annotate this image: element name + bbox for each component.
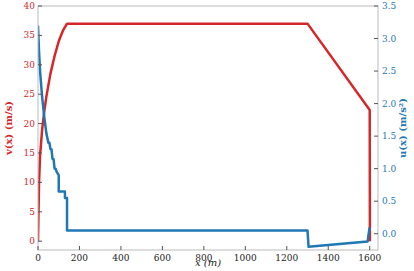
y-tick-label: 40 bbox=[24, 1, 36, 11]
x-tick-label: 1400 bbox=[317, 253, 340, 263]
y-tick-label: 20 bbox=[24, 119, 36, 129]
x-tick-label: 200 bbox=[71, 253, 88, 263]
x-tick-label: 400 bbox=[112, 253, 129, 263]
y2-tick bbox=[374, 103, 378, 104]
y2-tick bbox=[374, 71, 378, 72]
y-tick bbox=[38, 241, 42, 242]
y-tick-label: 15 bbox=[24, 148, 36, 158]
y-tick bbox=[38, 182, 42, 183]
y2-tick bbox=[374, 38, 378, 39]
x-tick bbox=[79, 246, 80, 250]
y2-tick bbox=[374, 136, 378, 137]
y2-tick-label: 0.5 bbox=[382, 196, 397, 206]
y2-tick-label: 2.0 bbox=[382, 99, 397, 109]
y-tick-label: 25 bbox=[24, 89, 36, 99]
x-tick-label: 1600 bbox=[358, 253, 381, 263]
y-tick bbox=[38, 35, 42, 36]
chart: 0200400600800100012001400160005101520253… bbox=[0, 0, 414, 271]
y-tick bbox=[38, 211, 42, 212]
x-tick-label: 0 bbox=[35, 253, 41, 263]
plot-area bbox=[38, 24, 370, 247]
y2-tick-label: 1.5 bbox=[382, 131, 397, 141]
y2-tick-label: 2.5 bbox=[382, 66, 397, 76]
y-tick bbox=[38, 123, 42, 124]
x-tick bbox=[369, 246, 370, 250]
series-line bbox=[38, 26, 370, 247]
y2-tick-label: 3.0 bbox=[382, 34, 397, 44]
y2-tick bbox=[374, 201, 378, 202]
y2-tick bbox=[374, 6, 378, 7]
y-axis-label: v(x) (m/s) bbox=[3, 101, 14, 156]
frame bbox=[38, 6, 378, 250]
y-tick bbox=[38, 94, 42, 95]
y2-tick-label: 0.0 bbox=[382, 229, 397, 239]
y-tick-label: 30 bbox=[24, 60, 36, 70]
y-tick-label: 10 bbox=[24, 177, 36, 187]
y2-axis-label: u(x) (m/s²) bbox=[397, 98, 408, 158]
y-tick bbox=[38, 64, 42, 65]
x-axis-label: x (m) bbox=[195, 257, 221, 268]
y-tick-label: 35 bbox=[24, 30, 36, 40]
series-line bbox=[38, 24, 370, 242]
y2-tick-label: 1.0 bbox=[382, 164, 397, 174]
x-tick-label: 1200 bbox=[275, 253, 298, 263]
x-tick bbox=[120, 246, 121, 250]
x-tick bbox=[203, 246, 204, 250]
y-tick bbox=[38, 6, 42, 7]
y2-tick-label: 3.5 bbox=[382, 1, 397, 11]
x-tick-label: 1000 bbox=[234, 253, 257, 263]
x-tick bbox=[286, 246, 287, 250]
x-tick bbox=[245, 246, 246, 250]
y2-tick bbox=[374, 233, 378, 234]
y-tick-label: 0 bbox=[29, 236, 35, 246]
x-tick bbox=[38, 246, 39, 250]
y-tick-label: 5 bbox=[29, 207, 35, 217]
y2-tick bbox=[374, 168, 378, 169]
x-tick-label: 600 bbox=[154, 253, 171, 263]
y-tick bbox=[38, 152, 42, 153]
x-tick bbox=[328, 246, 329, 250]
x-tick bbox=[162, 246, 163, 250]
